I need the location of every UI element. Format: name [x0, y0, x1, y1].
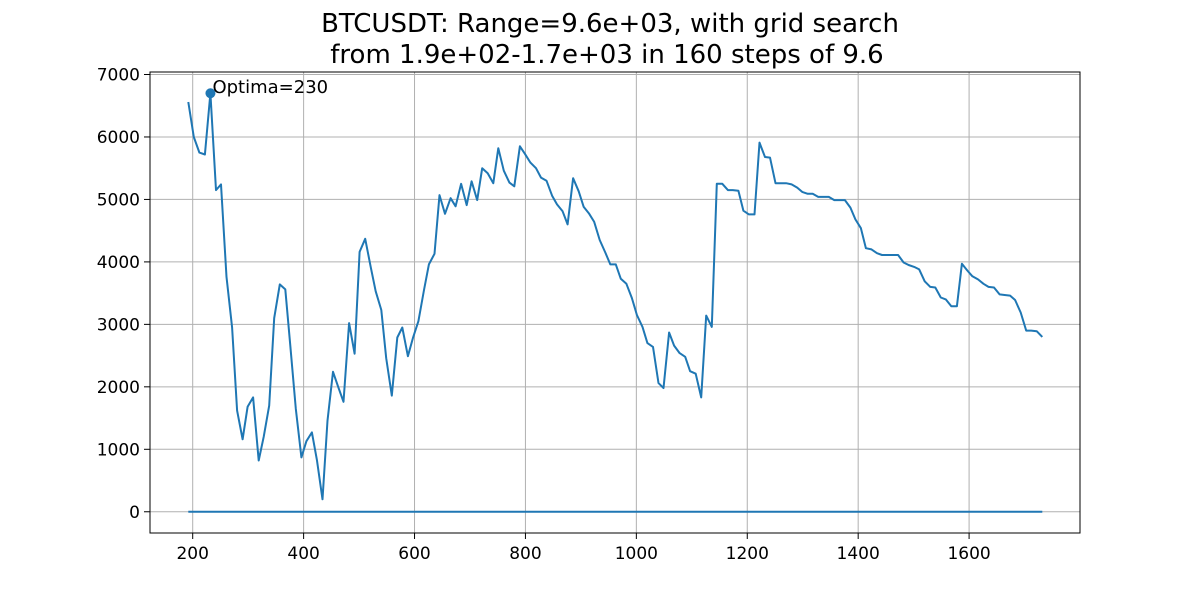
y-axis-ticks: 0 1000 2000 3000 4000 5000 6000 7000	[97, 65, 150, 523]
x-tick-label: 1600	[947, 544, 990, 564]
y-tick-label: 3000	[97, 315, 140, 335]
x-tick-label: 400	[287, 544, 319, 564]
y-tick-label: 2000	[97, 378, 140, 398]
y-tick-label: 6000	[97, 128, 140, 148]
x-tick-label: 1200	[726, 544, 769, 564]
x-tick-label: 1000	[615, 544, 658, 564]
y-tick-label: 4000	[97, 253, 140, 273]
optima-marker	[205, 88, 216, 99]
chart-title-line-1: BTCUSDT: Range=9.6e+03, with grid search	[321, 9, 899, 39]
series-lines	[187, 92, 1044, 513]
optima-annotation: Optima=230	[212, 77, 328, 98]
grid-lines	[150, 72, 1080, 533]
chart-title-line-2: from 1.9e+02-1.7e+03 in 160 steps of 9.6	[330, 40, 883, 70]
x-tick-label: 600	[398, 544, 430, 564]
x-axis-ticks: 200 400 600 800 1000 1200 1400 1600	[176, 533, 991, 564]
y-tick-label: 1000	[97, 440, 140, 460]
y-tick-label: 5000	[97, 190, 140, 210]
optima-marker-group: Optima=230	[205, 77, 328, 99]
y-tick-label: 7000	[97, 65, 140, 85]
x-tick-label: 800	[509, 544, 541, 564]
x-tick-label: 200	[176, 544, 208, 564]
performance-series-line	[187, 92, 1044, 501]
plot-frame	[149, 71, 1081, 534]
y-tick-label: 0	[129, 503, 140, 523]
x-tick-label: 1400	[837, 544, 880, 564]
